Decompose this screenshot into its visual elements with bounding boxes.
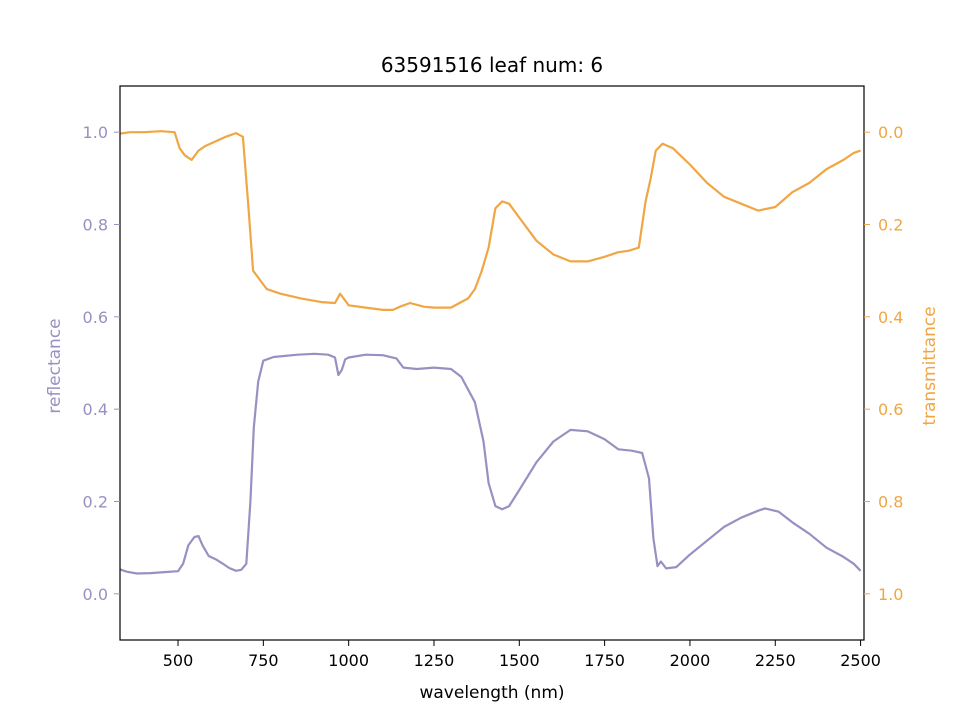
x-tick-label: 1000 xyxy=(328,651,369,670)
y-tick-label-right: 0.8 xyxy=(878,493,903,512)
y-tick-label-left: 0.6 xyxy=(83,308,108,327)
x-tick-label: 750 xyxy=(248,651,279,670)
y-tick-label-left: 0.4 xyxy=(83,400,108,419)
y-tick-label-right: 0.2 xyxy=(878,216,903,235)
x-tick-label: 2000 xyxy=(670,651,711,670)
y-tick-label-left: 0.8 xyxy=(83,216,108,235)
x-tick-label: 1500 xyxy=(499,651,540,670)
y-tick-label-left: 0.0 xyxy=(83,585,108,604)
plot-area: 500 750 1000 1250 1500 1750 2000 2250 2500 0.0 0.2… xyxy=(83,85,903,670)
y-tick-label-right: 1.0 xyxy=(878,585,903,604)
chart-title: 63591516 leaf num: 6 xyxy=(381,53,603,77)
series-line-reflectance xyxy=(119,352,862,575)
series-line-transmittance xyxy=(119,130,861,311)
y-tick-label-right: 0.4 xyxy=(878,308,903,327)
y-tick-label-right: 0.0 xyxy=(878,123,903,142)
x-tick-label: 2250 xyxy=(755,651,796,670)
x-tick-label: 500 xyxy=(163,651,194,670)
plot-frame xyxy=(119,85,865,641)
x-axis-title: wavelength (nm) xyxy=(419,683,564,703)
y-tick-label-left: 0.2 xyxy=(83,493,108,512)
y-axis-title-left: reflectance xyxy=(45,318,65,413)
x-tick-label: 1250 xyxy=(414,651,455,670)
y-axis-title-right: transmittance xyxy=(920,306,940,425)
y-tick-label-left: 1.0 xyxy=(83,123,108,142)
y-tick-label-right: 0.6 xyxy=(878,400,903,419)
x-tick-label: 2500 xyxy=(840,651,881,670)
x-tick-label: 1750 xyxy=(584,651,625,670)
